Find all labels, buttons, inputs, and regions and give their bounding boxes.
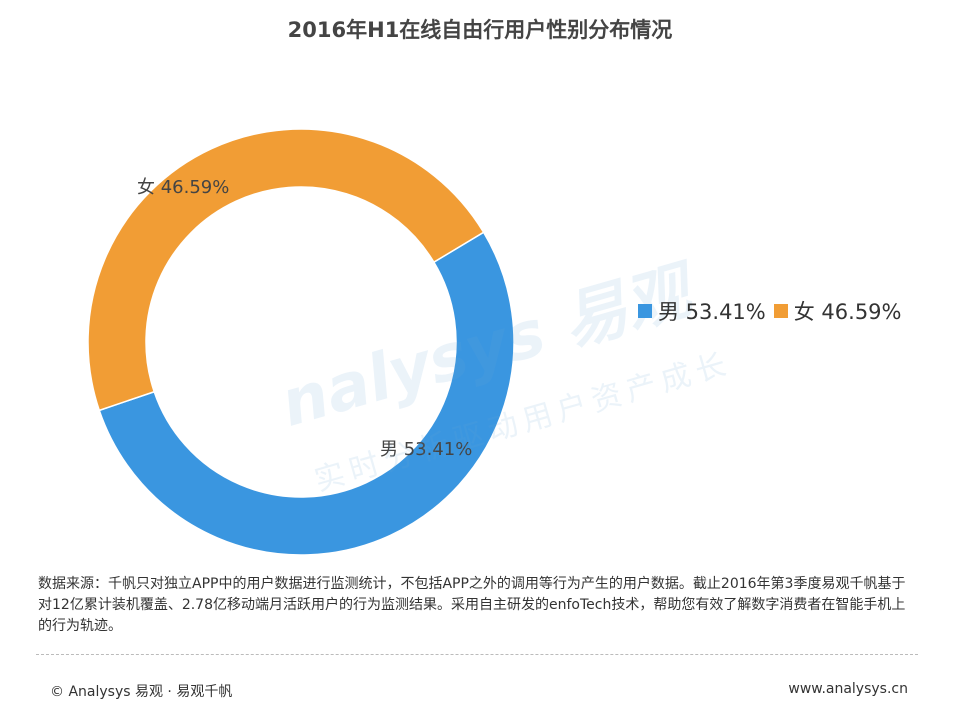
footer-website[interactable]: www.analysys.cn bbox=[788, 681, 908, 697]
legend-swatch-female bbox=[773, 304, 788, 318]
legend-label-male: 男 53.41% bbox=[658, 300, 766, 324]
legend-swatch-male bbox=[638, 304, 652, 318]
donut-slice-female bbox=[87, 128, 485, 412]
legend-item-female: 女 46.59% bbox=[773, 296, 902, 326]
source-note: 数据来源：千帆只对独立APP中的用户数据进行监测统计，不包括APP之外的调用等行… bbox=[38, 576, 906, 634]
legend-item-male: 男 53.41% bbox=[638, 296, 766, 326]
footer-copyright: © Analysys 易观 · 易观千帆 bbox=[50, 684, 233, 700]
donut-slice-male bbox=[98, 231, 515, 556]
footer-divider bbox=[36, 654, 918, 655]
legend-label-female: 女 46.59% bbox=[793, 300, 902, 324]
donut-chart: 男 53.41% 女 46.59% bbox=[87, 128, 515, 556]
chart-title: 2016年H1在线自由行用户性别分布情况 bbox=[287, 18, 673, 42]
chart-legend: 男 53.41% 女 46.59% bbox=[638, 296, 910, 326]
slice-label-male: 男 53.41% bbox=[380, 439, 472, 460]
slice-label-female: 女 46.59% bbox=[137, 177, 229, 198]
